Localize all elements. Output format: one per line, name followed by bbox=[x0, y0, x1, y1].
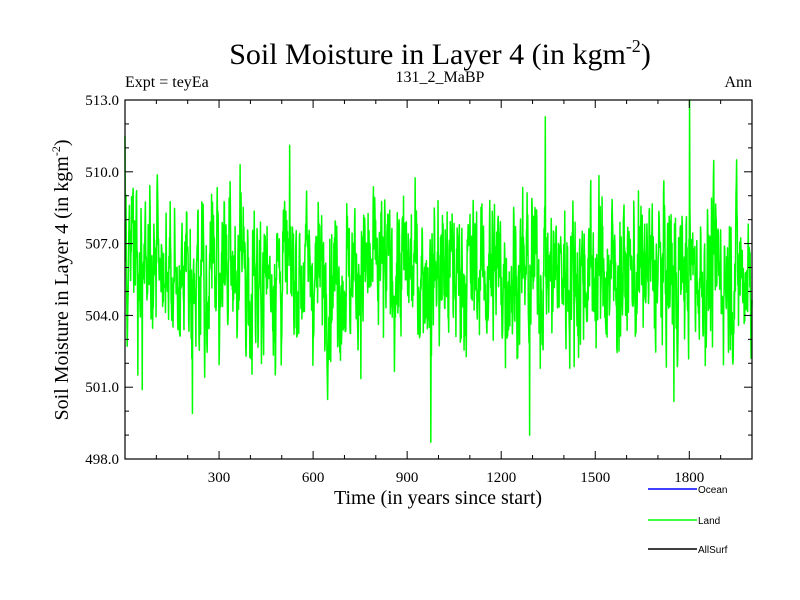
y-tick-label: 504.0 bbox=[85, 308, 119, 324]
y-tick-label: 513.0 bbox=[85, 93, 119, 109]
x-tick-label: 600 bbox=[302, 470, 325, 486]
x-tick-label: 900 bbox=[396, 470, 419, 486]
legend-label-land: Land bbox=[698, 516, 720, 527]
x-axis-label: Time (in years since start) bbox=[334, 487, 542, 509]
x-tick-label: 1200 bbox=[486, 470, 516, 486]
experiment-label: Expt = teyEa bbox=[125, 74, 209, 91]
y-axis: 498.0 501.0 504.0 507.0 510.0 513.0 bbox=[85, 93, 752, 468]
y-tick-label: 498.0 bbox=[85, 452, 119, 468]
series-line-land bbox=[124, 99, 753, 443]
legend-label-ocean: Ocean bbox=[698, 485, 727, 496]
x-tick-label: 1500 bbox=[580, 470, 610, 486]
x-tick-label: 300 bbox=[208, 470, 231, 486]
y-axis-label: Soil Moisture in Layer 4 (in kgm-2) bbox=[49, 139, 73, 420]
subtitle: 131_2_MaBP bbox=[396, 69, 485, 86]
chart-title: Soil Moisture in Layer 4 (in kgm-2) bbox=[229, 36, 651, 71]
y-tick-label: 507.0 bbox=[85, 237, 119, 253]
legend-label-allsurf: AllSurf bbox=[698, 545, 728, 556]
legend: Ocean Land AllSurf bbox=[648, 485, 728, 556]
y-tick-label: 501.0 bbox=[85, 380, 119, 396]
x-axis: 300 600 900 1200 1500 1800 bbox=[155, 100, 722, 486]
plot-area bbox=[124, 99, 753, 443]
season-label: Ann bbox=[724, 74, 752, 91]
y-tick-label: 510.0 bbox=[85, 165, 119, 181]
x-tick-label: 1800 bbox=[674, 470, 704, 486]
